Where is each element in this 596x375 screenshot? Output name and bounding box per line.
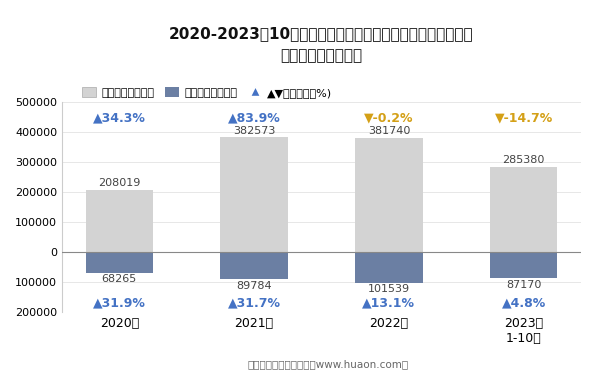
Bar xyxy=(86,252,153,273)
Text: ▲13.1%: ▲13.1% xyxy=(362,296,415,309)
Title: 2020-2023年10月威海火炬高技术产业开发区商品收发货人所
在地进、出口额统计: 2020-2023年10月威海火炬高技术产业开发区商品收发货人所 在地进、出口额… xyxy=(169,26,474,63)
Text: ▲31.7%: ▲31.7% xyxy=(228,296,281,309)
Text: ▼-14.7%: ▼-14.7% xyxy=(495,111,553,124)
Bar xyxy=(355,252,423,283)
Bar xyxy=(221,252,288,279)
Text: 382573: 382573 xyxy=(233,126,275,135)
Text: ▲4.8%: ▲4.8% xyxy=(502,296,546,309)
Text: ▲83.9%: ▲83.9% xyxy=(228,111,281,124)
Bar xyxy=(490,166,557,252)
Text: 制图：华经产业研究院（www.huaon.com）: 制图：华经产业研究院（www.huaon.com） xyxy=(247,359,408,369)
Bar xyxy=(490,252,557,278)
Legend: 出口额（万美元）, 进口额（万美元）, ▲▼同比增长（%): 出口额（万美元）, 进口额（万美元）, ▲▼同比增长（%) xyxy=(78,82,337,102)
Text: ▲31.9%: ▲31.9% xyxy=(93,296,145,309)
Bar xyxy=(355,138,423,252)
Text: 208019: 208019 xyxy=(98,178,141,188)
Bar xyxy=(86,190,153,252)
Text: 68265: 68265 xyxy=(102,274,137,284)
Text: ▲34.3%: ▲34.3% xyxy=(93,111,145,124)
Text: 381740: 381740 xyxy=(368,126,410,136)
Text: 285380: 285380 xyxy=(502,155,545,165)
Text: ▼-0.2%: ▼-0.2% xyxy=(364,111,414,124)
Bar xyxy=(221,137,288,252)
Text: 87170: 87170 xyxy=(506,280,541,290)
Text: 101539: 101539 xyxy=(368,284,410,294)
Text: 89784: 89784 xyxy=(236,281,272,291)
